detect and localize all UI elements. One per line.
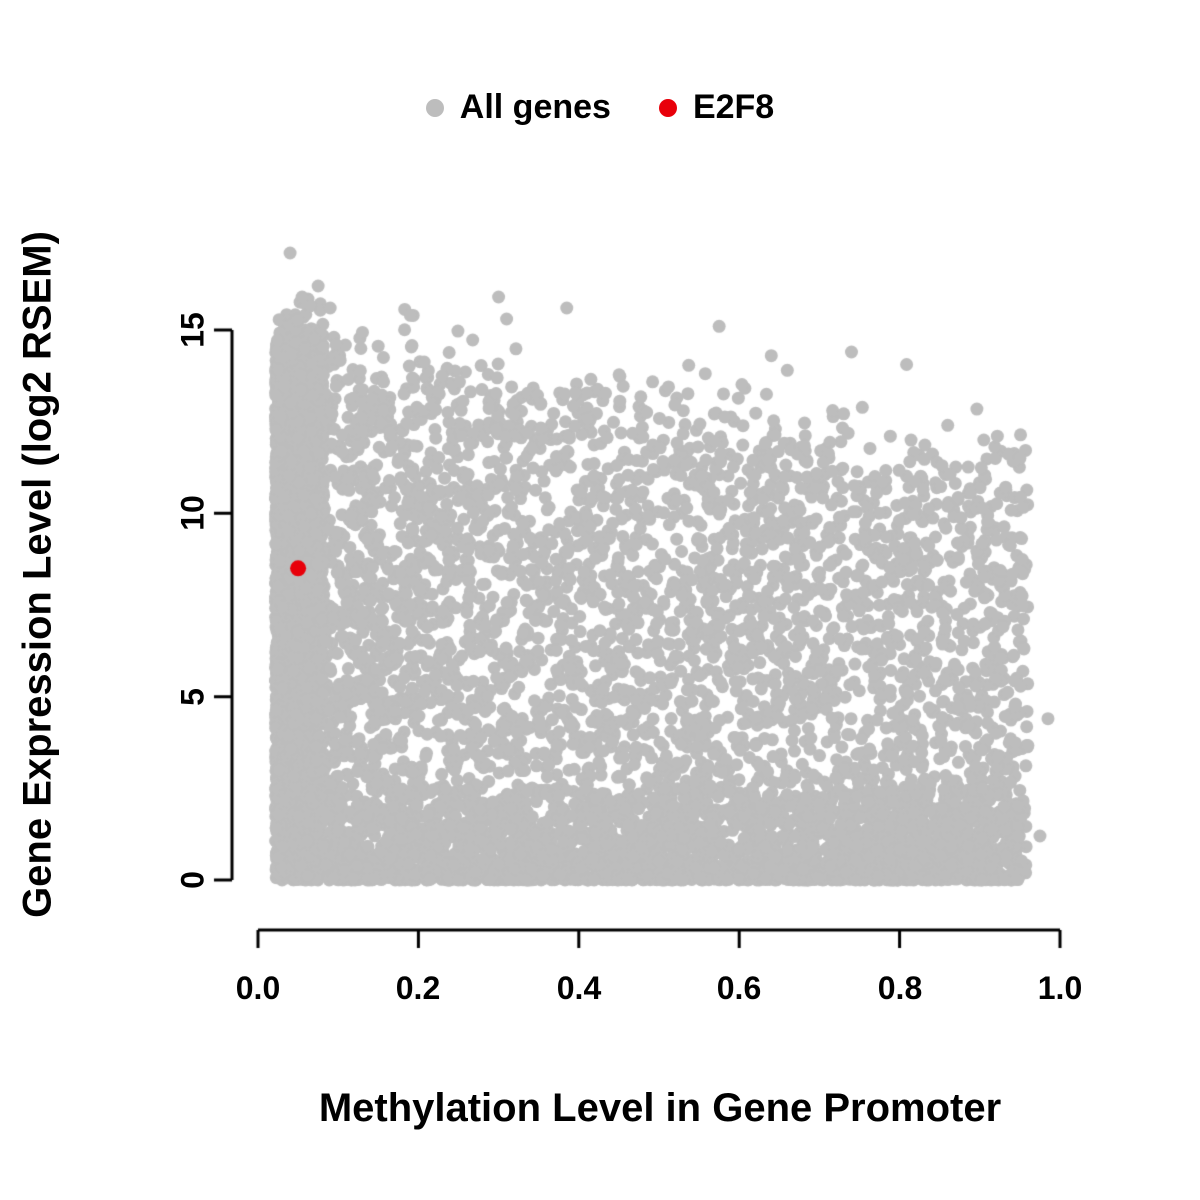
x-tick-label: 0.8 <box>877 970 923 1006</box>
x-tick-label: 0.6 <box>716 970 762 1006</box>
x-tick-label: 0.4 <box>556 970 602 1006</box>
legend-label-all-genes: All genes <box>459 88 611 126</box>
x-axis-title: Methylation Level in Gene Promoter <box>318 1086 1002 1130</box>
e2f8-dot-icon <box>658 98 677 117</box>
y-axis-title: Gene Expression Level (log2 RSEM) <box>15 231 60 918</box>
x-tick-label: 0.2 <box>395 970 441 1006</box>
x-tick-label: 0.0 <box>235 970 281 1006</box>
all-genes-dot-icon <box>425 98 444 117</box>
y-tick-label: 10 <box>174 495 211 531</box>
y-tick-label: 15 <box>174 312 211 348</box>
x-tick-label: 1.0 <box>1037 970 1083 1006</box>
legend-item-e2f8: E2F8 <box>658 88 775 127</box>
y-tick-label: 5 <box>174 688 211 706</box>
legend-item-all-genes: All genes <box>425 88 611 127</box>
y-tick-label: 0 <box>174 871 211 889</box>
legend-label-e2f8: E2F8 <box>692 88 775 126</box>
legend: All genes E2F8 <box>0 88 1200 127</box>
